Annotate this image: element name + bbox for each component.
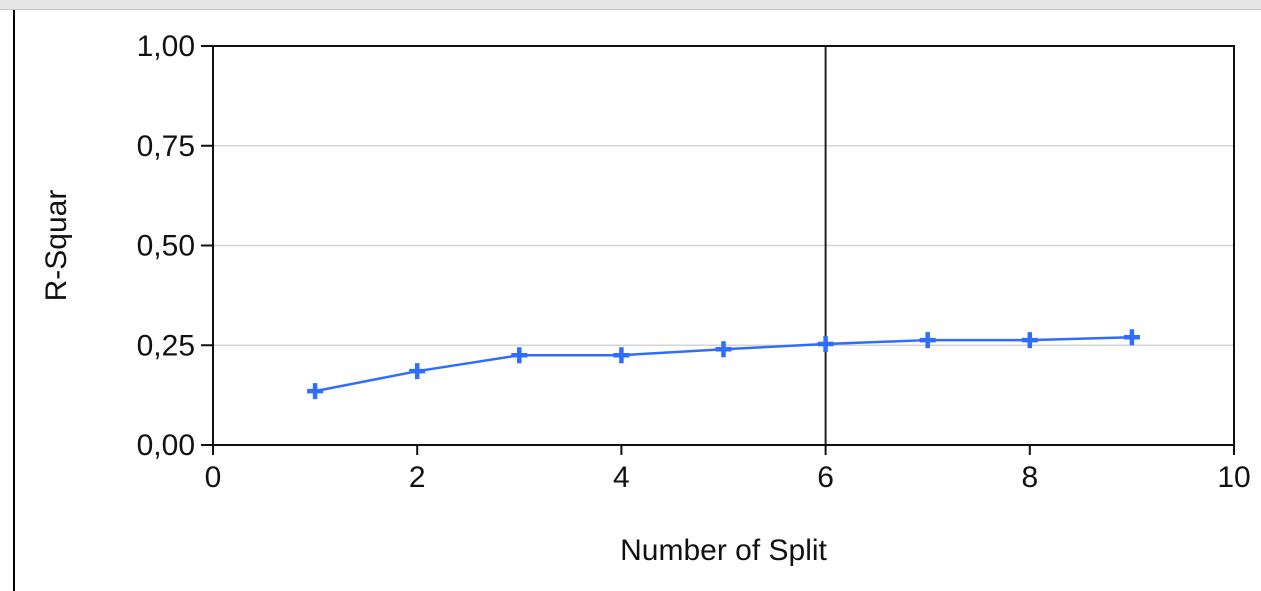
data-point (919, 332, 936, 349)
y-tick-label: 1,00 (137, 30, 195, 63)
y-axis-title: R-Squar (40, 190, 73, 302)
x-tick-label: 4 (613, 461, 630, 494)
data-point (1123, 329, 1140, 346)
x-tick-label: 2 (409, 461, 426, 494)
window-top-bar (0, 0, 1261, 9)
data-point (715, 341, 732, 358)
y-axis: 0,00 0,25 0,50 0,75 1,00 (137, 30, 213, 462)
data-point (817, 336, 834, 353)
x-tick-label: 8 (1021, 461, 1038, 494)
y-tick-label: 0,75 (137, 130, 195, 163)
y-tick-label: 0,00 (137, 429, 195, 462)
x-tick-label: 0 (205, 461, 222, 494)
series-layer (307, 329, 1140, 400)
y-tick-label: 0,50 (137, 230, 195, 263)
x-tick-label: 10 (1217, 461, 1250, 494)
x-tick-label: 6 (817, 461, 834, 494)
data-point (613, 347, 630, 364)
y-tick-label: 0,25 (137, 329, 195, 362)
data-point (409, 363, 426, 380)
x-axis-title: Number of Split (620, 534, 827, 567)
data-point (307, 383, 324, 400)
x-axis: 0 2 4 6 8 10 (205, 445, 1251, 494)
grid-lines (213, 145, 1234, 346)
data-point (1021, 332, 1038, 349)
data-point (511, 347, 528, 364)
